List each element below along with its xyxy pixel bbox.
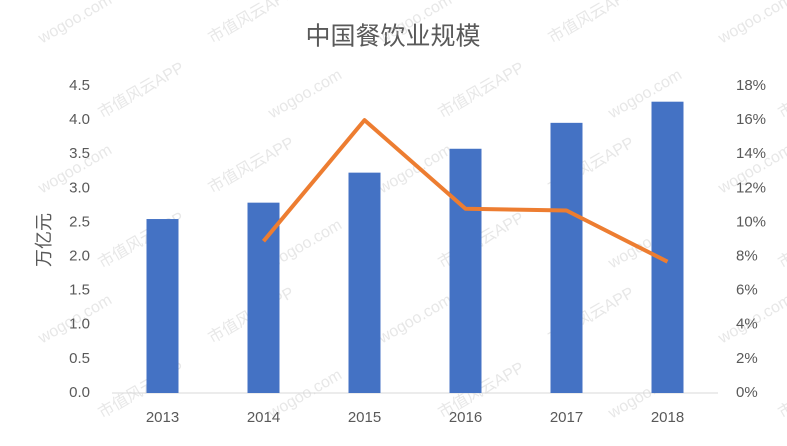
y2-tick-label: 16%	[736, 111, 766, 128]
y-axis-label: 万亿元	[34, 213, 54, 267]
x-tick-label: 2018	[651, 409, 684, 426]
y-tick-label: 3.5	[69, 145, 90, 162]
bar	[348, 172, 381, 393]
y2-tick-label: 14%	[736, 145, 766, 162]
y2-tick-label: 10%	[736, 213, 766, 230]
y2-tick-label: 8%	[736, 248, 758, 265]
bar	[550, 122, 583, 393]
y-tick-label: 2.0	[69, 248, 90, 265]
y2-tick-label: 6%	[736, 282, 758, 299]
y2-tick-label: 2%	[736, 350, 758, 367]
bar	[449, 148, 482, 393]
y-tick-label: 4.5	[69, 77, 90, 94]
y2-tick-label: 4%	[736, 316, 758, 333]
x-tick-label: 2016	[449, 409, 482, 426]
y-tick-label: 0.0	[69, 384, 90, 401]
y2-tick-label: 18%	[736, 77, 766, 94]
y2-tick-label: 0%	[736, 384, 758, 401]
y-tick-label: 0.5	[69, 350, 90, 367]
bar	[651, 101, 684, 394]
x-tick-label: 2015	[348, 409, 381, 426]
y-tick-label: 1.0	[69, 316, 90, 333]
y-tick-label: 1.5	[69, 282, 90, 299]
bar	[146, 219, 179, 393]
x-tick-label: 2013	[146, 409, 179, 426]
y-tick-label: 2.5	[69, 213, 90, 230]
bar	[247, 202, 280, 393]
chart-title: 中国餐饮业规模	[305, 23, 480, 51]
line	[261, 118, 669, 264]
x-tick-label: 2014	[247, 409, 280, 426]
y-tick-label: 3.0	[69, 179, 90, 196]
y-tick-label: 4.0	[69, 111, 90, 128]
y2-tick-label: 12%	[736, 179, 766, 196]
x-tick-label: 2017	[550, 409, 583, 426]
